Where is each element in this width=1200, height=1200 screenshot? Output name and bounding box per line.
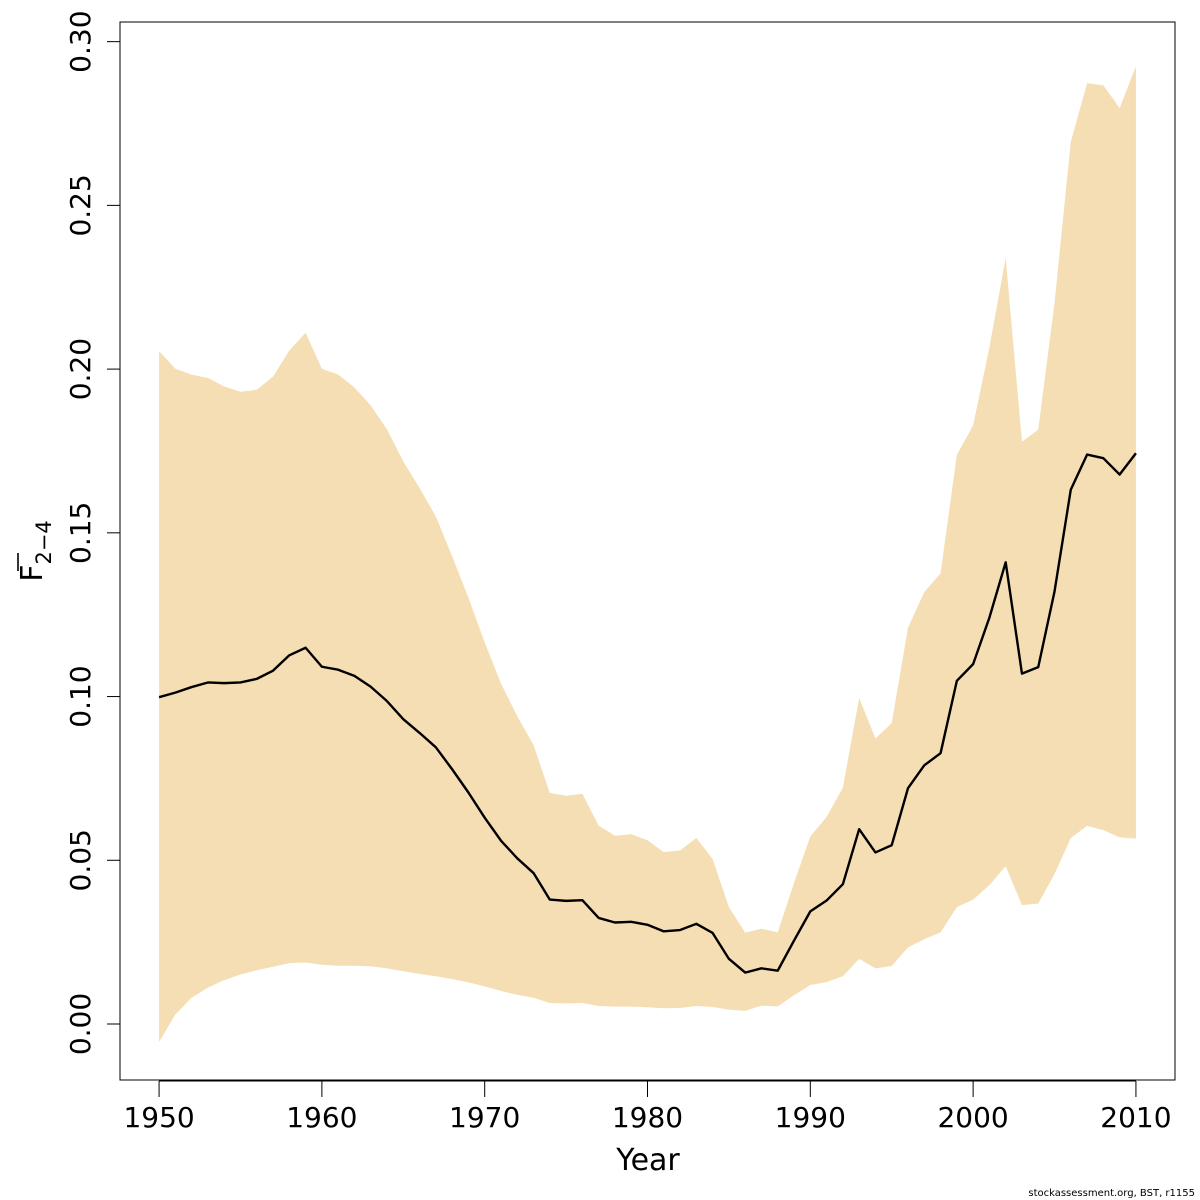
y-tick-label: 0.25 bbox=[64, 174, 97, 236]
x-tick-label: 2000 bbox=[937, 1101, 1008, 1134]
x-axis: 1950 1960 1970 1980 1990 2000 2010 bbox=[123, 1080, 1172, 1134]
series-line-layer bbox=[158, 452, 1137, 974]
y-axis-title: F2−4 bbox=[15, 520, 56, 582]
x-tick-label: 1980 bbox=[612, 1101, 683, 1134]
y-tick-label: 0.00 bbox=[64, 993, 97, 1055]
y-tick-label: 0.30 bbox=[64, 10, 97, 72]
y-tick-label: 0.05 bbox=[64, 829, 97, 891]
y-axis-title-main: F bbox=[15, 565, 50, 582]
y-tick-label: 0.20 bbox=[64, 338, 97, 400]
series-line-0 bbox=[158, 452, 1137, 974]
x-tick-label: 1990 bbox=[775, 1101, 846, 1134]
credit-text: stockassessment.org, BST, r1155 bbox=[1028, 1188, 1195, 1199]
confidence-band-layer bbox=[159, 66, 1136, 1043]
y-tick-label: 0.15 bbox=[64, 502, 97, 564]
y-axis: 0.00 0.05 0.10 0.15 0.20 0.25 0.30 bbox=[64, 10, 121, 1055]
confidence-band bbox=[159, 66, 1136, 1043]
x-tick-label: 1960 bbox=[286, 1101, 357, 1134]
y-tick-label: 0.10 bbox=[64, 665, 97, 727]
x-tick-label: 1950 bbox=[123, 1101, 194, 1134]
x-tick-label: 1970 bbox=[449, 1101, 520, 1134]
svg-text:F2−4: F2−4 bbox=[15, 520, 56, 582]
x-axis-title: Year bbox=[615, 1143, 680, 1178]
x-tick-label: 2010 bbox=[1100, 1101, 1171, 1134]
y-axis-title-subscript: 2−4 bbox=[32, 520, 56, 564]
